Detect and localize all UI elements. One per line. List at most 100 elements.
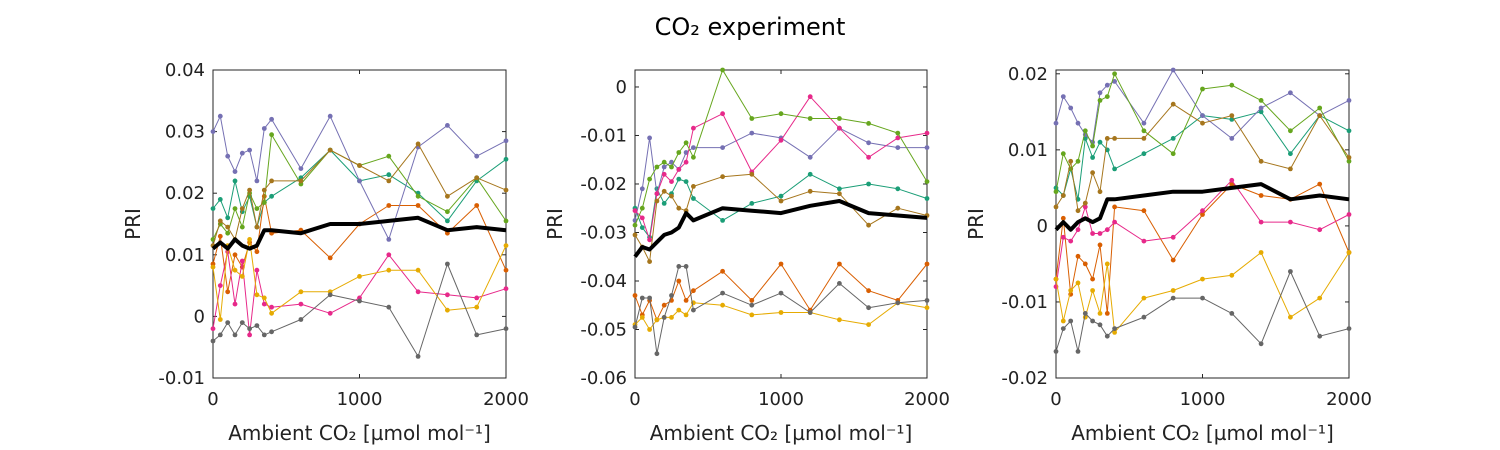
data-point (1112, 136, 1117, 141)
data-point (1082, 261, 1088, 267)
data-point (632, 293, 638, 298)
data-point (386, 178, 392, 184)
chart-panel-3: 0 1000 2000 -0.02 -0.01 0 0.01 0.02 PRI Ambient C… (964, 64, 1372, 445)
data-point (1060, 94, 1066, 99)
data-point (474, 304, 480, 310)
data-point (1229, 181, 1235, 187)
y-tick-label: -0.01 (158, 368, 205, 389)
data-point (837, 317, 842, 323)
data-point (1141, 314, 1147, 320)
data-point (683, 140, 689, 146)
data-point (647, 135, 652, 141)
data-point (639, 315, 645, 320)
mean-series-line (633, 199, 928, 258)
data-point (1200, 86, 1205, 92)
data-point (1288, 128, 1293, 134)
x-tick-label: 1000 (758, 389, 804, 410)
data-point (1060, 234, 1066, 240)
data-point (676, 150, 682, 155)
series-line-7 (634, 173, 928, 263)
y-tick-label: -0.02 (1001, 368, 1048, 389)
data-point (1097, 98, 1103, 103)
x-tick-label: 0 (1050, 389, 1061, 410)
data-point (1053, 204, 1059, 210)
data-point (298, 166, 304, 172)
data-point (503, 326, 509, 332)
data-point (269, 178, 274, 184)
data-point (386, 237, 392, 242)
data-point (1112, 79, 1117, 84)
data-point (1082, 128, 1088, 134)
data-point (749, 312, 755, 318)
data-point (210, 326, 216, 332)
series-line-3 (212, 115, 507, 240)
data-point (1141, 128, 1147, 134)
data-point (503, 187, 509, 193)
data-point (683, 159, 689, 165)
data-point (261, 295, 267, 301)
y-tick-label: 0.01 (165, 245, 205, 266)
data-point (683, 179, 689, 185)
data-point (415, 193, 421, 199)
data-point (778, 193, 784, 199)
data-point (327, 310, 333, 316)
data-point (720, 218, 725, 223)
data-point (1090, 143, 1095, 149)
data-point (1097, 311, 1103, 316)
data-point (269, 193, 274, 199)
data-point (415, 267, 421, 273)
data-point (1068, 158, 1074, 164)
data-point (691, 125, 696, 131)
y-tick-label: -0.01 (580, 125, 627, 146)
data-point (647, 237, 652, 243)
data-point (895, 205, 901, 211)
data-point (357, 178, 362, 184)
y-tick-label: -0.01 (1001, 292, 1048, 313)
data-point (691, 184, 696, 189)
data-point (807, 310, 813, 315)
data-point (1090, 231, 1095, 236)
data-point (298, 178, 304, 184)
data-point (661, 201, 667, 206)
data-point (1053, 189, 1059, 195)
data-point (1090, 288, 1095, 293)
data-point (639, 205, 645, 211)
chart-panel-2: 0 1000 2000 -0.06 -0.05 -0.04 -0.03 -0.02 -0.01 0… (543, 67, 950, 445)
data-point (217, 113, 223, 119)
y-tick-label: -0.04 (580, 271, 627, 292)
data-point (683, 312, 689, 318)
data-point (254, 206, 260, 212)
data-point (239, 206, 245, 212)
data-point (269, 116, 274, 122)
data-point (866, 140, 871, 146)
data-point (654, 198, 660, 204)
data-point (866, 121, 871, 126)
data-point (1200, 295, 1205, 301)
data-point (1229, 82, 1235, 88)
data-point (676, 176, 682, 182)
x-tick-label: 2000 (483, 389, 529, 410)
data-point (474, 153, 480, 159)
y-tick-label: 0.02 (165, 183, 205, 204)
data-point (924, 130, 930, 136)
data-point (720, 111, 725, 117)
data-point (1170, 151, 1176, 157)
x-axis-label: Ambient CO₂ [µmol mol⁻¹] (1071, 421, 1334, 445)
data-point (676, 205, 682, 211)
data-point (866, 222, 871, 228)
data-point (225, 230, 231, 236)
data-point (895, 186, 901, 192)
data-point (669, 193, 674, 199)
y-axis-label: PRI (121, 208, 145, 240)
data-point (1112, 71, 1117, 77)
data-point (720, 67, 725, 73)
data-point (654, 191, 660, 197)
data-point (1346, 250, 1352, 255)
data-point (1090, 318, 1095, 324)
data-point (1075, 349, 1081, 354)
data-point (1141, 120, 1147, 126)
data-point (239, 258, 245, 264)
data-point (210, 264, 216, 270)
data-point (1288, 269, 1293, 274)
